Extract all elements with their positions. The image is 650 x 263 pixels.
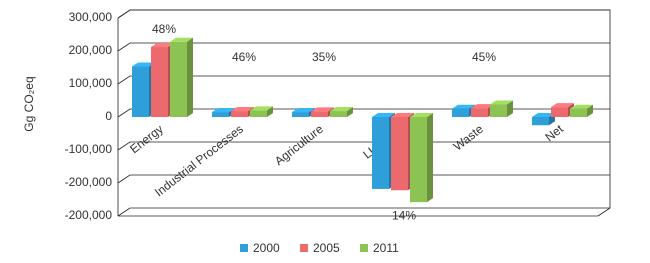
annotation: 14% bbox=[392, 208, 416, 222]
grid-line bbox=[117, 42, 610, 52]
bar-front bbox=[570, 108, 587, 117]
bar-front bbox=[532, 117, 549, 126]
bar-side bbox=[267, 106, 273, 117]
bar-top bbox=[311, 107, 334, 112]
bar-top bbox=[471, 104, 494, 109]
bar-front bbox=[311, 111, 328, 117]
legend-swatch bbox=[360, 244, 368, 252]
y-tick-label: 300,000 bbox=[69, 10, 113, 24]
legend-swatch bbox=[300, 244, 308, 252]
legend-label: 2005 bbox=[313, 241, 340, 255]
annotation: 46% bbox=[232, 50, 256, 64]
bar bbox=[410, 113, 433, 203]
grid-line bbox=[117, 174, 610, 184]
bar-top bbox=[551, 103, 574, 108]
y-tick-label: 200,000 bbox=[69, 43, 113, 57]
annotation: 45% bbox=[472, 50, 496, 64]
legend-swatch bbox=[240, 244, 248, 252]
bar bbox=[570, 104, 593, 117]
annotation: 48% bbox=[152, 22, 176, 36]
bar-top bbox=[330, 107, 353, 112]
bar-front bbox=[212, 112, 229, 117]
bar-top bbox=[570, 104, 593, 109]
bar-front bbox=[151, 47, 168, 117]
x-tick-label: Waste bbox=[451, 122, 486, 154]
bar bbox=[250, 106, 273, 117]
annotation: 35% bbox=[312, 50, 336, 64]
bar-front bbox=[372, 117, 389, 189]
bar-front bbox=[490, 104, 507, 117]
y-tick-label: 0 bbox=[105, 109, 112, 123]
bar-side bbox=[427, 113, 433, 203]
bar-front bbox=[132, 66, 149, 117]
bar-side bbox=[587, 104, 593, 117]
bar-side bbox=[347, 107, 353, 117]
bar-top bbox=[292, 108, 315, 113]
x-tick-label: Industrial Processes bbox=[152, 122, 246, 200]
grid-line bbox=[117, 75, 610, 85]
y-tick-label: -200,000 bbox=[65, 175, 113, 189]
bar-top bbox=[231, 107, 254, 112]
legend-label: 2000 bbox=[253, 241, 280, 255]
bar-top bbox=[532, 113, 555, 117]
grid-line bbox=[117, 141, 610, 151]
bar-top bbox=[391, 113, 414, 117]
bar-front bbox=[471, 108, 488, 117]
bar-front bbox=[551, 107, 568, 117]
bar-top bbox=[250, 106, 273, 111]
bar-top bbox=[490, 100, 513, 105]
x-tick-label: Energy bbox=[127, 122, 166, 156]
bar bbox=[490, 100, 513, 117]
grid-line bbox=[117, 9, 610, 19]
bar-side bbox=[507, 100, 513, 117]
bar-top bbox=[170, 37, 193, 42]
bar-side bbox=[187, 37, 193, 118]
bar-top bbox=[151, 43, 174, 48]
x-tick-label: Agriculture bbox=[272, 122, 326, 169]
y-tick-label: -100,000 bbox=[65, 142, 113, 156]
bar-front bbox=[410, 117, 427, 203]
legend-label: 2011 bbox=[373, 241, 399, 255]
y-axis-label: Gg CO₂eq bbox=[22, 76, 36, 131]
y-tick-label: 100,000 bbox=[69, 76, 113, 90]
grid-line bbox=[117, 207, 610, 217]
bar-top bbox=[132, 62, 155, 67]
bar-front bbox=[330, 111, 347, 117]
bar bbox=[170, 37, 193, 118]
y-tick-label: -200,000 bbox=[65, 208, 113, 222]
bar-top bbox=[212, 108, 235, 113]
bar-front bbox=[292, 112, 309, 117]
bar-front bbox=[250, 110, 267, 117]
bar bbox=[330, 107, 353, 117]
bar-top bbox=[452, 104, 475, 109]
bar-front bbox=[452, 108, 469, 117]
bar-front bbox=[170, 41, 187, 118]
bar-top bbox=[372, 113, 395, 117]
grid-line bbox=[117, 108, 610, 118]
bar-front bbox=[231, 111, 248, 117]
bar-front bbox=[391, 117, 408, 191]
bar-top bbox=[410, 113, 433, 117]
